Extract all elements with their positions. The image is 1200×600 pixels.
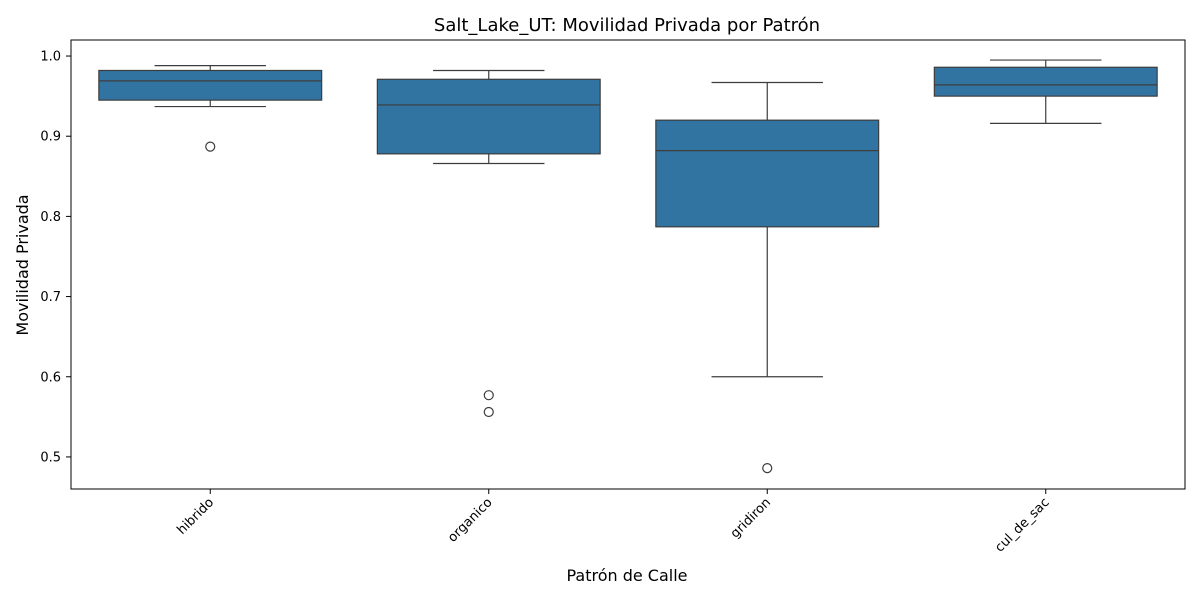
y-tick-label: 1.0	[40, 50, 61, 65]
x-tick-label: organico	[445, 495, 495, 545]
outlier-point	[205, 141, 216, 152]
iqr-box	[655, 119, 880, 228]
y-axis-label: Movilidad Privada	[13, 194, 32, 335]
iqr-box	[376, 78, 601, 155]
x-axis-label: Patrón de Calle	[566, 566, 687, 585]
chart-title: Salt_Lake_UT: Movilidad Privada por Patr…	[434, 15, 820, 36]
y-tick-label: 0.8	[40, 210, 61, 225]
x-tick-label: cul_de_sac	[992, 495, 1052, 555]
outlier-point	[483, 406, 494, 418]
outlier-point	[762, 463, 773, 474]
x-tick-label: hibrido	[174, 495, 217, 538]
iqr-box	[98, 69, 323, 101]
plot-frame	[70, 39, 1186, 490]
plot-area: 0.5 0.6 0.7 0.8 0.9 1.0 hibrido organico gridiro…	[40, 50, 1158, 555]
x-tick-label: gridiron	[728, 495, 774, 541]
iqr-box	[933, 66, 1158, 97]
y-tick-label: 0.9	[40, 130, 61, 145]
y-tick-label: 0.6	[40, 370, 61, 385]
y-tick-label: 0.7	[40, 290, 61, 305]
outlier-point	[483, 390, 494, 401]
y-tick-label: 0.5	[40, 450, 61, 465]
